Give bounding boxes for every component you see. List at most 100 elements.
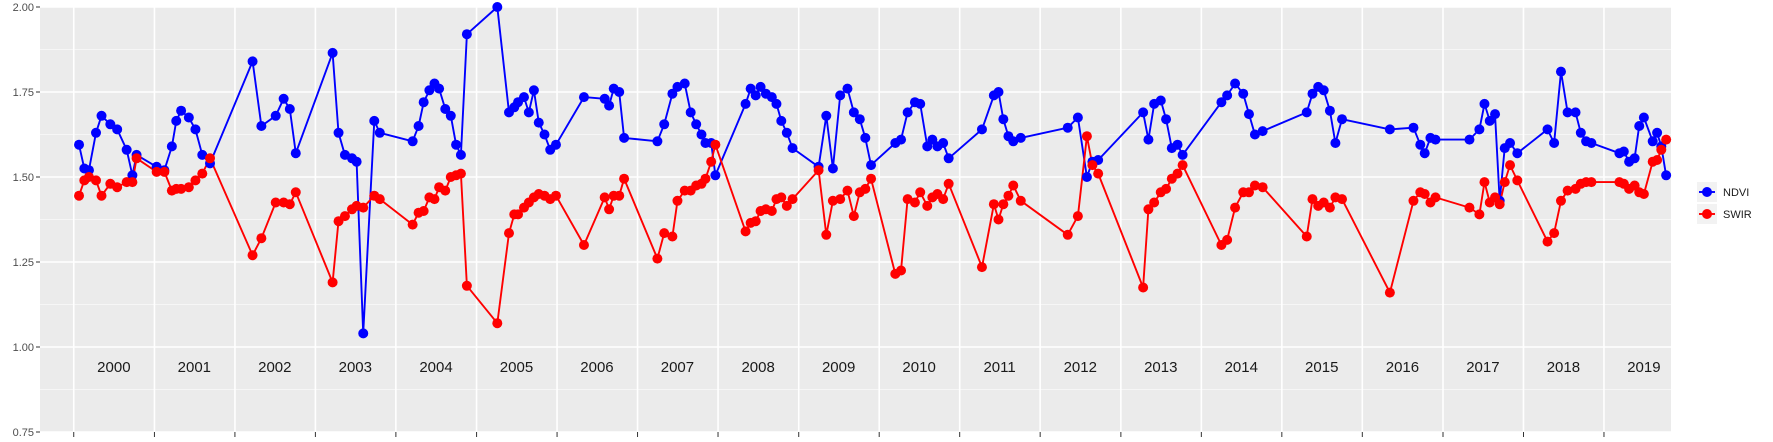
swir-point [290,187,301,198]
series-layer [74,2,1672,339]
swir-point [821,229,832,240]
year-label: 2007 [661,359,694,376]
y-tick-label: 1.75 [13,87,34,99]
legend-label-ndvi: NDVI [1723,187,1749,199]
swir-point [938,194,949,205]
swir-point [652,253,663,264]
ndvi-point [1301,107,1312,118]
swir-point [1652,155,1663,165]
swir-point [835,194,846,205]
ndvi-point [604,100,615,111]
swir-point [1494,199,1505,210]
ndvi-point [96,110,107,121]
swir-point [1555,195,1566,206]
ndvi-point [896,134,907,145]
ndvi-point [854,114,865,125]
swir-point [672,195,683,206]
swir-point [256,233,267,244]
swir-point [159,166,170,177]
ndvi-point [1172,139,1183,150]
ndvi-point [270,110,281,121]
swir-point [740,226,751,237]
ndvi-point [860,132,871,143]
ndvi-point [166,141,177,152]
ndvi-point [1638,112,1649,123]
y-tick-label: 2.00 [13,2,34,14]
swir-point [1138,282,1149,293]
ndvi-point [183,112,194,123]
ndvi-point [659,119,670,130]
ndvi-point [652,136,663,147]
grid-lines [40,6,1671,433]
swir-point [74,190,85,201]
year-label: 2014 [1225,359,1258,376]
swir-point [619,173,630,184]
swir-point [1301,231,1312,242]
ndvi-point [1216,97,1227,108]
ndvi-point [1555,66,1566,77]
ndvi-point [750,90,761,101]
swir-point [1008,180,1019,191]
ndvi-point [827,163,838,174]
ndvi-point [1408,122,1419,133]
ndvi-point [528,85,539,96]
swir-point [1542,236,1553,247]
swir-point [1307,194,1318,205]
year-label: 2002 [258,359,291,376]
ndvi-point [1661,170,1672,181]
swir-point [176,183,187,194]
ndvi-point [197,149,208,160]
ndvi-point [1177,149,1188,160]
swir-point [1408,195,1419,206]
ndvi-point [533,117,544,128]
swir-point [896,265,907,276]
swir-point [915,187,926,198]
ndvi-point [105,119,116,130]
legend-label-swir: SWIR [1723,209,1752,221]
ndvi-point [976,124,987,135]
year-label: 2003 [339,359,372,376]
ndvi-point [740,98,751,109]
year-label: 2000 [97,359,130,376]
ndvi-point [518,92,529,103]
swir-point [461,280,472,291]
swir-point [787,194,798,205]
swir-point [1586,177,1597,188]
ndvi-point [461,29,472,40]
swir-point [1081,131,1092,142]
ndvi-point [351,156,362,167]
ndvi-point [1419,148,1430,159]
ndvi-point [91,127,102,138]
y-tick-label: 1.25 [13,257,34,269]
swir-point [492,318,503,329]
swir-point [131,153,142,164]
swir-point [407,219,418,230]
year-label: 2005 [500,359,533,376]
ndvi-point [696,129,707,140]
swir-point [1337,194,1348,205]
swir-point [1230,202,1241,213]
swir-point [976,262,987,273]
swir-point [1638,189,1649,199]
ndvi-point [1081,172,1092,182]
swir-point [848,211,859,222]
swir-point [842,185,853,196]
ndvi-point [679,78,690,89]
ndvi-point [1430,134,1441,145]
ndvi-point [835,90,846,101]
ndvi-point [685,107,696,118]
swir-point [112,182,123,193]
ndvi-point [771,98,782,109]
swir-point [440,185,451,196]
ndvi-point [710,170,721,181]
swir-point [1072,211,1083,222]
ndvi-point [842,83,853,94]
swir-point [614,190,625,201]
ndvi-point [1307,88,1318,99]
swir-point [1430,192,1441,203]
ndvi-point [1652,127,1663,138]
swir-point [998,199,1009,210]
swir-point [860,183,871,194]
ndvi-point [327,47,338,58]
swir-point [909,197,920,208]
